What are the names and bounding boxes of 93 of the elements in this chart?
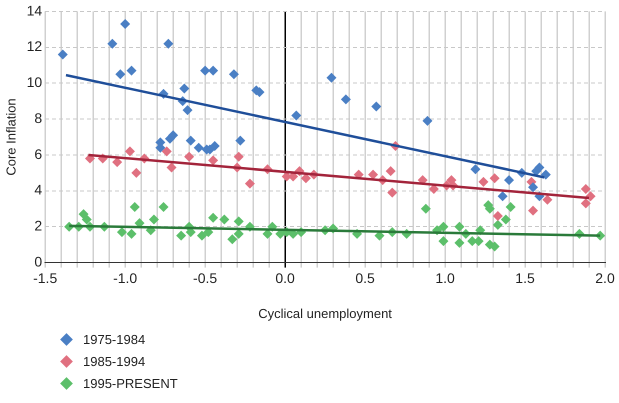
point	[196, 230, 207, 241]
point	[542, 194, 552, 205]
x-tick-label: 2.0	[595, 270, 615, 286]
point	[500, 214, 511, 225]
point	[208, 155, 218, 166]
point	[368, 170, 378, 180]
point	[179, 84, 190, 94]
point	[82, 214, 92, 225]
point	[194, 142, 204, 153]
x-tick-label: -1.0	[113, 270, 138, 286]
y-tick-label: 4	[34, 182, 42, 198]
point	[492, 210, 503, 221]
point	[163, 38, 174, 49]
point	[166, 162, 177, 173]
x-tick-label: 1.0	[435, 270, 455, 286]
point	[498, 191, 508, 202]
y-tick-label: 14	[26, 2, 42, 18]
point	[107, 38, 118, 49]
point	[454, 222, 464, 232]
point	[126, 228, 137, 239]
y-tick-label: 6	[34, 146, 42, 162]
y-tick-label: 2	[34, 218, 42, 234]
point	[528, 182, 538, 192]
point	[131, 168, 142, 178]
point	[504, 175, 514, 186]
x-tick-label: 0.5	[355, 270, 376, 286]
x-tick-label: 0.0	[275, 270, 296, 286]
point	[162, 146, 172, 156]
point	[478, 176, 488, 187]
legend-label: 1995-PRESENT	[83, 376, 178, 390]
point	[300, 173, 311, 184]
point	[234, 216, 244, 226]
point	[474, 236, 484, 246]
point	[438, 236, 448, 246]
point	[184, 152, 194, 162]
point	[112, 157, 122, 168]
x-tick-label: 1.5	[515, 270, 535, 286]
point	[428, 184, 439, 194]
point	[228, 69, 239, 80]
point	[208, 212, 218, 223]
point	[531, 166, 542, 176]
point	[182, 105, 193, 116]
x-axis-title: Cyclical unemployment	[258, 306, 392, 321]
point	[420, 204, 431, 214]
point	[438, 222, 448, 232]
point	[176, 230, 186, 241]
point	[219, 214, 230, 225]
point	[115, 69, 126, 80]
point	[454, 238, 464, 248]
point	[120, 18, 130, 29]
point	[492, 220, 503, 230]
point	[540, 170, 551, 180]
point	[200, 66, 210, 76]
point	[208, 66, 218, 76]
point	[586, 191, 596, 202]
point	[291, 110, 302, 120]
point	[387, 188, 398, 198]
y-tick-label: 8	[34, 110, 42, 126]
point	[148, 214, 159, 225]
point	[186, 136, 196, 146]
point	[371, 101, 382, 112]
point	[244, 178, 255, 189]
x-tick-label: -0.5	[193, 270, 218, 286]
y-tick-label: 0	[34, 253, 42, 270]
point	[116, 227, 127, 238]
point	[506, 202, 516, 212]
point	[340, 94, 351, 104]
legend-label: 1985-1994	[83, 354, 146, 368]
point	[470, 164, 480, 174]
point	[580, 184, 591, 194]
point	[528, 206, 538, 216]
y-axis-title: Core Inflation	[3, 98, 18, 176]
point	[422, 116, 432, 126]
y-tick-label: 12	[26, 38, 42, 54]
point	[234, 228, 244, 239]
point	[227, 234, 238, 244]
point	[234, 152, 244, 162]
point	[490, 241, 500, 252]
legend-label: 1975-1984	[83, 332, 146, 346]
point	[580, 198, 591, 208]
point	[168, 130, 178, 140]
point	[130, 202, 140, 212]
point	[58, 49, 68, 60]
point	[124, 146, 135, 156]
point	[235, 136, 246, 146]
y-tick-label: 10	[26, 74, 42, 90]
point	[490, 173, 500, 184]
point	[386, 166, 396, 176]
point	[326, 72, 336, 83]
point	[210, 140, 220, 151]
point	[158, 202, 169, 212]
point	[126, 66, 137, 76]
x-tick-label: -1.5	[33, 270, 58, 286]
